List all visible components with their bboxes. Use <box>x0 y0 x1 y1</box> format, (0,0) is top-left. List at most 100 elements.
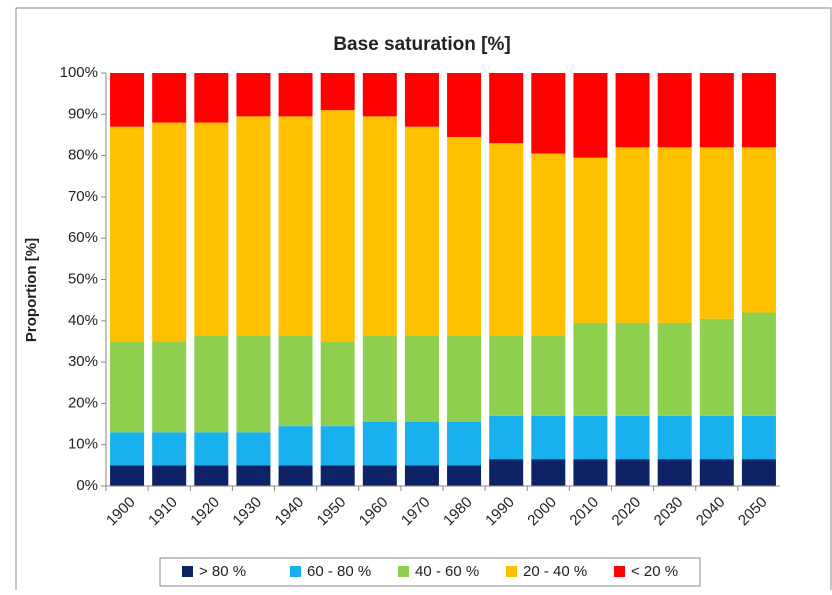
bar-segment <box>194 465 229 486</box>
bar-segment <box>236 432 271 466</box>
bar-segment <box>404 421 439 466</box>
bar-segment <box>615 459 650 486</box>
bar-segment <box>110 465 145 486</box>
y-tick-label: 60% <box>68 229 98 246</box>
bar-segment <box>447 335 482 422</box>
bar-segment <box>194 122 229 336</box>
bar-segment <box>447 137 482 336</box>
bar-segment <box>741 312 776 416</box>
bar-segment <box>573 157 608 323</box>
legend-swatch <box>398 566 409 577</box>
bar-segment <box>278 426 313 466</box>
legend-label: 40 - 60 % <box>415 563 479 580</box>
bar-segment <box>615 322 650 416</box>
bar-segment <box>615 415 650 460</box>
bar-segment <box>657 459 692 486</box>
bar-segment <box>194 73 229 123</box>
bar-segment <box>657 415 692 460</box>
legend-swatch <box>614 566 625 577</box>
bar-segment <box>531 459 566 486</box>
legend-swatch <box>506 566 517 577</box>
bar-segment <box>447 465 482 486</box>
bar-segment <box>362 116 397 336</box>
bar-segment <box>194 335 229 433</box>
bar-segment <box>657 147 692 323</box>
bar-segment <box>152 341 187 433</box>
bar-segment <box>489 143 524 336</box>
bar-segment <box>531 73 566 154</box>
bar-segment <box>489 73 524 144</box>
y-tick-label: 30% <box>68 353 98 370</box>
bar-segment <box>152 465 187 486</box>
bar-segment <box>657 322 692 416</box>
bar-segment <box>573 322 608 416</box>
y-tick-label: 100% <box>60 64 98 81</box>
bar-segment <box>573 73 608 158</box>
bar-segment <box>236 335 271 433</box>
bar-segment <box>404 335 439 422</box>
bar-segment <box>447 73 482 138</box>
bar-segment <box>404 465 439 486</box>
bar-segment <box>447 421 482 466</box>
bar-segment <box>362 465 397 486</box>
bar-segment <box>531 415 566 460</box>
bar-segment <box>404 126 439 336</box>
bar-segment <box>657 73 692 148</box>
bar-segment <box>489 335 524 416</box>
legend-label: < 20 % <box>631 563 678 580</box>
chart-title: Base saturation [%] <box>333 34 510 55</box>
bar-segment <box>152 73 187 123</box>
bar-segment <box>531 153 566 336</box>
bar-segment <box>320 341 355 427</box>
y-axis-label: Proportion [%] <box>23 238 40 342</box>
y-tick-label: 90% <box>68 105 98 122</box>
bar-segment <box>278 335 313 427</box>
y-tick-label: 10% <box>68 436 98 453</box>
bar-segment <box>110 432 145 466</box>
bar-segment <box>362 73 397 117</box>
bar-segment <box>741 415 776 460</box>
bar-segment <box>699 459 734 486</box>
bar-segment <box>320 426 355 466</box>
bar-segment <box>573 415 608 460</box>
y-tick-label: 0% <box>76 477 98 494</box>
y-tick-label: 50% <box>68 270 98 287</box>
bar-segment <box>699 415 734 460</box>
bar-segment <box>404 73 439 127</box>
bar-segment <box>615 73 650 148</box>
bar-segment <box>278 465 313 486</box>
bar-segment <box>741 459 776 486</box>
legend-label: > 80 % <box>199 563 246 580</box>
bar-segment <box>699 318 734 416</box>
legend-label: 20 - 40 % <box>523 563 587 580</box>
bar-segment <box>110 73 145 127</box>
bar-segment <box>320 110 355 342</box>
bar-segment <box>489 459 524 486</box>
bar-segment <box>152 432 187 466</box>
legend-label: 60 - 80 % <box>307 563 371 580</box>
bar-segment <box>362 335 397 422</box>
bar-segment <box>236 465 271 486</box>
bar-segment <box>320 465 355 486</box>
legend-swatch <box>182 566 193 577</box>
legend-box <box>159 557 701 587</box>
bar-segment <box>699 73 734 148</box>
y-tick-label: 80% <box>68 147 98 164</box>
bar-segment <box>152 122 187 342</box>
bar-segment <box>489 415 524 460</box>
y-tick-label: 70% <box>68 188 98 205</box>
bar-segment <box>741 73 776 148</box>
bar-segment <box>362 421 397 466</box>
bar-segment <box>531 335 566 416</box>
bar-segment <box>236 116 271 336</box>
bar-segment <box>320 73 355 111</box>
y-tick-label: 40% <box>68 312 98 329</box>
bar-segment <box>110 341 145 433</box>
bar-segment <box>699 147 734 319</box>
legend-swatch <box>290 566 301 577</box>
bar-segment <box>573 459 608 486</box>
bar-segment <box>741 147 776 313</box>
bar-segment <box>278 73 313 117</box>
bar-segment <box>236 73 271 117</box>
